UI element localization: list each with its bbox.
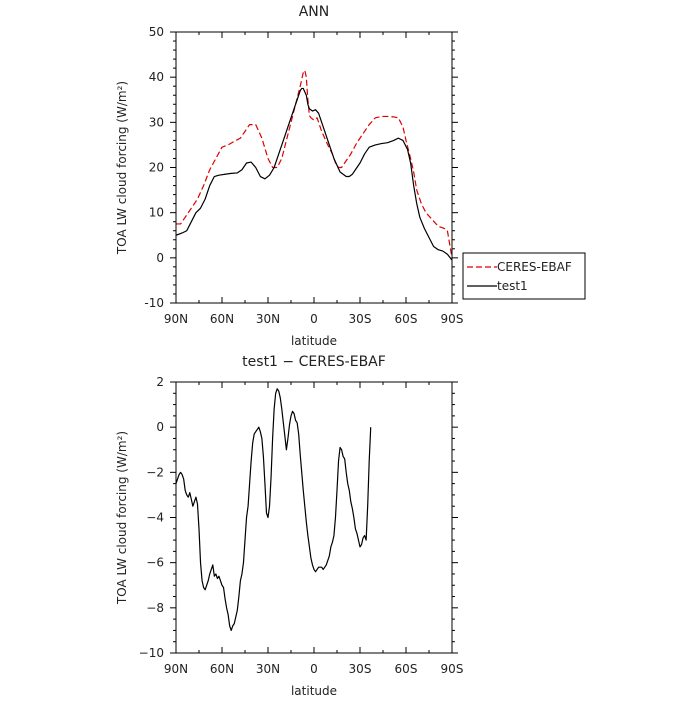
y-tick-label: 50 bbox=[149, 25, 164, 39]
plot-2 bbox=[170, 381, 458, 654]
x-tick-label: 60S bbox=[395, 662, 418, 676]
series-line-difference bbox=[175, 388, 372, 632]
x-tick-label: 60S bbox=[395, 312, 418, 326]
y-tick-label: −10 bbox=[139, 646, 164, 660]
y-tick-label: −6 bbox=[146, 556, 164, 570]
y-axis-label: TOA LW cloud forcing (W/m²) bbox=[115, 431, 129, 605]
y-tick-label: 30 bbox=[149, 115, 164, 129]
chart-title: ANN bbox=[299, 4, 330, 20]
y-tick-label: -10 bbox=[144, 296, 164, 310]
y-tick-label: 40 bbox=[149, 70, 164, 84]
x-tick-label: 30S bbox=[349, 662, 372, 676]
y-tick-label: 10 bbox=[149, 206, 164, 220]
x-tick-label: 60N bbox=[210, 662, 234, 676]
x-tick-label: 0 bbox=[310, 662, 318, 676]
x-axis-label: latitude bbox=[291, 684, 337, 698]
x-tick-label: 90S bbox=[441, 662, 464, 676]
x-tick-label: 30N bbox=[256, 662, 280, 676]
y-tick-label: 0 bbox=[156, 251, 164, 265]
y-axis-label: TOA LW cloud forcing (W/m²) bbox=[115, 81, 129, 255]
y-tick-label: 2 bbox=[156, 375, 164, 389]
x-axis-label: latitude bbox=[291, 334, 337, 348]
y-tick-label: −4 bbox=[146, 511, 164, 525]
series-line-ceres-ebaf bbox=[176, 69, 453, 258]
series-line-test1 bbox=[175, 87, 453, 261]
y-tick-label: −2 bbox=[146, 465, 164, 479]
x-tick-label: 90N bbox=[164, 312, 188, 326]
x-tick-label: 30N bbox=[256, 312, 280, 326]
x-tick-label: 90S bbox=[441, 312, 464, 326]
legend-entry-label: CERES-EBAF bbox=[497, 260, 572, 274]
x-tick-label: 90N bbox=[164, 662, 188, 676]
y-tick-label: −8 bbox=[146, 601, 164, 615]
legend-box bbox=[462, 252, 586, 300]
legend-entry-label: test1 bbox=[497, 279, 528, 293]
chart-title: test1 − CERES-EBAF bbox=[242, 354, 386, 370]
x-tick-label: 60N bbox=[210, 312, 234, 326]
plot-1 bbox=[170, 31, 458, 304]
y-tick-label: 20 bbox=[149, 161, 164, 175]
y-tick-label: 0 bbox=[156, 420, 164, 434]
legend bbox=[462, 252, 586, 300]
x-tick-label: 30S bbox=[349, 312, 372, 326]
x-tick-label: 0 bbox=[310, 312, 318, 326]
